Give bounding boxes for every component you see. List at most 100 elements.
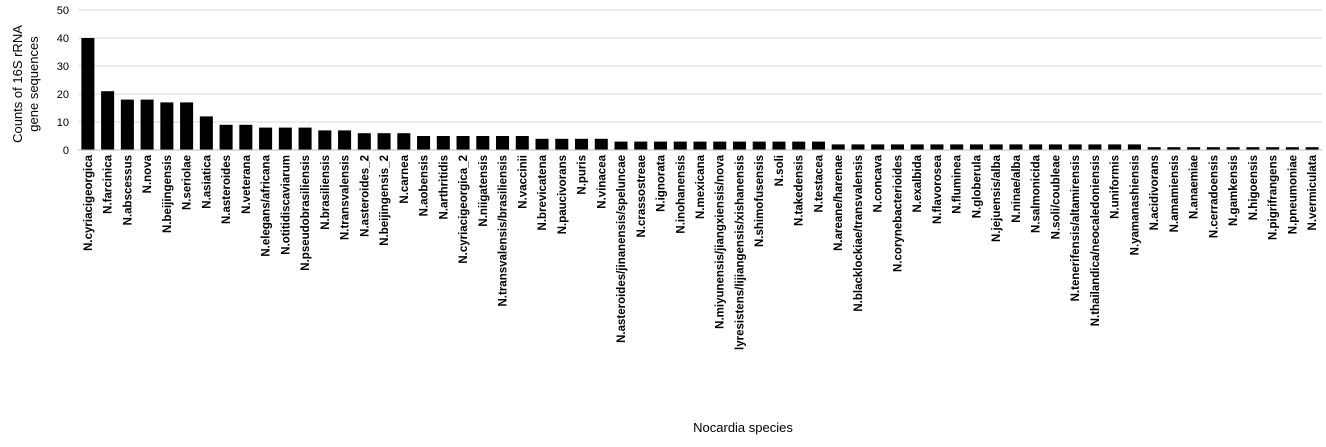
y-tick-label: 40 bbox=[57, 33, 69, 45]
x-tick-label: N.ignorata bbox=[656, 154, 668, 211]
bar bbox=[535, 138, 549, 150]
bar bbox=[140, 99, 154, 150]
y-axis-label-line-1: Counts of 16S rRNA bbox=[10, 25, 25, 143]
x-tick-label: N.asteroides/jinanensis/speluncae bbox=[616, 155, 628, 343]
y-tick-label: 0 bbox=[63, 145, 69, 157]
x-tick-label: N.transvalensis/brasiliensis bbox=[498, 155, 510, 307]
y-tick-label: 50 bbox=[57, 5, 69, 17]
x-tick-label: N.niigatensis bbox=[478, 155, 490, 227]
x-tick-label: N.yamanashiensis bbox=[1129, 155, 1141, 255]
bar bbox=[101, 91, 115, 150]
x-tick-label: N.pigrifrangens bbox=[1268, 155, 1280, 240]
x-tick-label: lyresistens/lijiangensis/xishanensis bbox=[734, 155, 746, 350]
bar bbox=[298, 127, 312, 150]
x-tick-label: N.salmonicida bbox=[1031, 154, 1043, 233]
bar bbox=[120, 99, 134, 150]
x-tick-label: N.crassostreae bbox=[636, 155, 648, 237]
bar bbox=[1127, 144, 1141, 150]
bar bbox=[278, 127, 292, 150]
x-tick-label: N.beijingensis bbox=[162, 155, 174, 233]
bar bbox=[969, 144, 983, 150]
gridlines bbox=[78, 9, 1322, 123]
x-tick-label: N.vermiculata bbox=[1307, 154, 1319, 230]
x-tick-label: N.elegans/africana bbox=[261, 154, 273, 256]
y-axis-ticks: 0 10 20 30 40 50 bbox=[57, 5, 69, 157]
x-tick-label: N.paucivorans bbox=[557, 155, 569, 234]
x-tick-label: N.asteroides_2 bbox=[359, 155, 371, 237]
bar bbox=[1048, 144, 1062, 150]
bar bbox=[614, 141, 628, 150]
bar bbox=[259, 127, 273, 150]
bar bbox=[950, 144, 964, 150]
bar bbox=[1206, 147, 1220, 150]
x-tick-label: N.asiatica bbox=[201, 154, 213, 208]
bar bbox=[1088, 144, 1102, 150]
x-tick-label: N.flavorosea bbox=[932, 154, 944, 224]
x-tick-label: N.testacea bbox=[813, 154, 825, 212]
x-tick-label: N.asteroides bbox=[221, 155, 233, 224]
bar bbox=[673, 141, 687, 150]
bar bbox=[219, 124, 233, 150]
x-tick-label: N.seriolae bbox=[182, 155, 194, 210]
bar bbox=[81, 38, 95, 150]
y-axis-label-line-2: gene sequences bbox=[26, 36, 41, 132]
x-tick-label: N.puris bbox=[577, 155, 589, 195]
bar bbox=[575, 138, 589, 150]
bar bbox=[634, 141, 648, 150]
bar bbox=[851, 144, 865, 150]
bar bbox=[1226, 147, 1240, 150]
bar bbox=[417, 136, 431, 150]
bar bbox=[199, 116, 213, 150]
bar bbox=[160, 102, 174, 150]
bar bbox=[1068, 144, 1082, 150]
bar bbox=[436, 136, 450, 150]
bar bbox=[318, 130, 332, 150]
bar bbox=[1167, 147, 1181, 150]
x-tick-label: N.tenerifensis/altamirensis bbox=[1070, 155, 1082, 301]
x-tick-label: N.exalbida bbox=[912, 154, 924, 212]
bar bbox=[1108, 144, 1122, 150]
x-tick-label: N.vaccinii bbox=[517, 155, 529, 209]
bar bbox=[1187, 147, 1201, 150]
x-tick-label: N.otitidiscaviarum bbox=[280, 155, 292, 255]
bars bbox=[81, 38, 1319, 150]
x-tick-label: N.ninae/alba bbox=[1011, 154, 1023, 222]
bar bbox=[792, 141, 806, 150]
bar bbox=[180, 102, 194, 150]
bar bbox=[1305, 147, 1319, 150]
x-tick-label: N.jejuensis/alba bbox=[991, 154, 1003, 242]
x-tick-label: N.pneumoniae bbox=[1287, 155, 1299, 234]
y-tick-label: 20 bbox=[57, 89, 69, 101]
bar bbox=[377, 133, 391, 150]
x-tick-label: N.globerula bbox=[971, 154, 983, 218]
x-tick-label: N.acidivorans bbox=[1149, 155, 1161, 230]
y-tick-label: 10 bbox=[57, 117, 69, 129]
bar bbox=[555, 138, 569, 150]
bar bbox=[831, 144, 845, 150]
x-tick-label: N.miyunensis/jiangxiensis/nova bbox=[715, 154, 727, 328]
x-tick-label: N.cyriacigeorgica bbox=[83, 154, 95, 250]
x-tick-label: N.shimofusensis bbox=[754, 155, 766, 247]
bar bbox=[496, 136, 510, 150]
bar bbox=[871, 144, 885, 150]
bar bbox=[653, 141, 668, 150]
bar bbox=[811, 141, 825, 150]
x-tick-label: N.aobensis bbox=[419, 155, 431, 216]
bar bbox=[456, 136, 470, 150]
bar bbox=[1009, 144, 1023, 150]
x-tick-label: N.beijingensis_2 bbox=[379, 155, 391, 246]
bar bbox=[772, 141, 786, 150]
x-tick-label: N.vinacea bbox=[596, 154, 608, 208]
x-tick-label: N.concava bbox=[873, 154, 885, 212]
bar bbox=[1285, 147, 1299, 150]
x-tick-label: N.corynebacterioides bbox=[892, 155, 904, 272]
bar bbox=[693, 141, 707, 150]
bar bbox=[357, 133, 371, 150]
x-tick-label: N.carnea bbox=[399, 154, 411, 203]
x-tick-label: N.cerradoensis bbox=[1208, 155, 1220, 238]
bar bbox=[910, 144, 924, 150]
bar bbox=[1147, 147, 1161, 150]
bar bbox=[890, 144, 904, 150]
bar bbox=[713, 141, 727, 150]
